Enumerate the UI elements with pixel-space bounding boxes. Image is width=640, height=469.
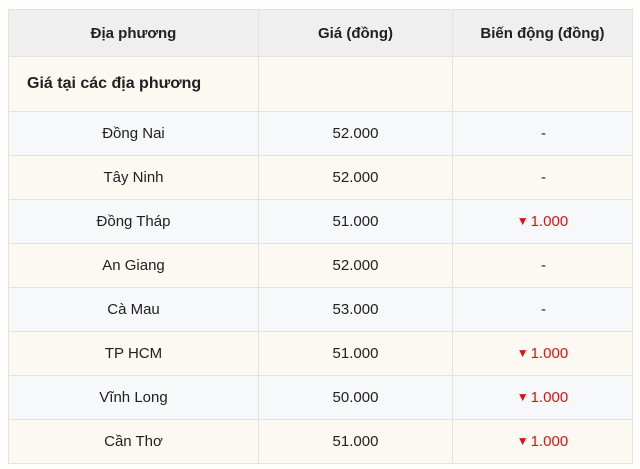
table-row: Đồng Tháp 51.000 ▼ 1.000 xyxy=(8,199,633,244)
price-cell: 50.000 xyxy=(258,375,453,420)
price-cell: 51.000 xyxy=(258,331,453,376)
table-row: TP HCM 51.000 ▼ 1.000 xyxy=(8,331,633,376)
change-value: 1.000 xyxy=(530,389,569,406)
col-header-location: Địa phương xyxy=(8,9,259,57)
down-arrow-icon: ▼ xyxy=(516,390,529,404)
location-cell: Cần Thơ xyxy=(8,419,259,464)
down-arrow-icon: ▼ xyxy=(516,214,529,228)
table-row: Cần Thơ 51.000 ▼ 1.000 xyxy=(8,419,633,464)
location-cell: Vĩnh Long xyxy=(8,375,259,420)
price-cell: 52.000 xyxy=(258,111,453,156)
change-value: - xyxy=(541,169,546,186)
table-row: An Giang 52.000 - xyxy=(8,243,633,288)
price-table: Địa phương Giá (đồng) Biến động (đồng) G… xyxy=(8,9,633,464)
down-arrow-icon: ▼ xyxy=(516,434,529,448)
table-row: Vĩnh Long 50.000 ▼ 1.000 xyxy=(8,375,633,420)
location-cell: Đồng Tháp xyxy=(8,199,259,244)
price-cell: 51.000 xyxy=(258,199,453,244)
table-row: Cà Mau 53.000 - xyxy=(8,287,633,332)
change-cell: ▼ 1.000 xyxy=(452,199,633,244)
price-cell: 51.000 xyxy=(258,419,453,464)
location-cell: Cà Mau xyxy=(8,287,259,332)
section-empty-cell xyxy=(452,56,633,112)
col-header-change: Biến động (đồng) xyxy=(452,9,633,57)
change-value: 1.000 xyxy=(530,213,569,230)
col-header-price: Giá (đồng) xyxy=(258,9,453,57)
table-row: Tây Ninh 52.000 - xyxy=(8,155,633,200)
location-cell: Đồng Nai xyxy=(8,111,259,156)
table-header-row: Địa phương Giá (đồng) Biến động (đồng) xyxy=(8,9,633,57)
change-cell: - xyxy=(452,111,633,156)
change-cell: ▼ 1.000 xyxy=(452,331,633,376)
change-cell: - xyxy=(452,243,633,288)
change-value: 1.000 xyxy=(530,345,569,362)
price-cell: 52.000 xyxy=(258,155,453,200)
change-cell: - xyxy=(452,287,633,332)
down-arrow-icon: ▼ xyxy=(516,346,529,360)
change-value: - xyxy=(541,257,546,274)
change-cell: ▼ 1.000 xyxy=(452,419,633,464)
price-cell: 53.000 xyxy=(258,287,453,332)
section-label: Giá tại các địa phương xyxy=(8,56,259,112)
price-cell: 52.000 xyxy=(258,243,453,288)
section-empty-cell xyxy=(258,56,453,112)
change-value: - xyxy=(541,125,546,142)
location-cell: Tây Ninh xyxy=(8,155,259,200)
table-body: Giá tại các địa phương Đồng Nai 52.000 -… xyxy=(8,56,633,464)
change-value: 1.000 xyxy=(530,433,569,450)
table-row: Đồng Nai 52.000 - xyxy=(8,111,633,156)
location-cell: An Giang xyxy=(8,243,259,288)
change-value: - xyxy=(541,301,546,318)
section-row: Giá tại các địa phương xyxy=(8,56,633,112)
change-cell: - xyxy=(452,155,633,200)
location-cell: TP HCM xyxy=(8,331,259,376)
change-cell: ▼ 1.000 xyxy=(452,375,633,420)
